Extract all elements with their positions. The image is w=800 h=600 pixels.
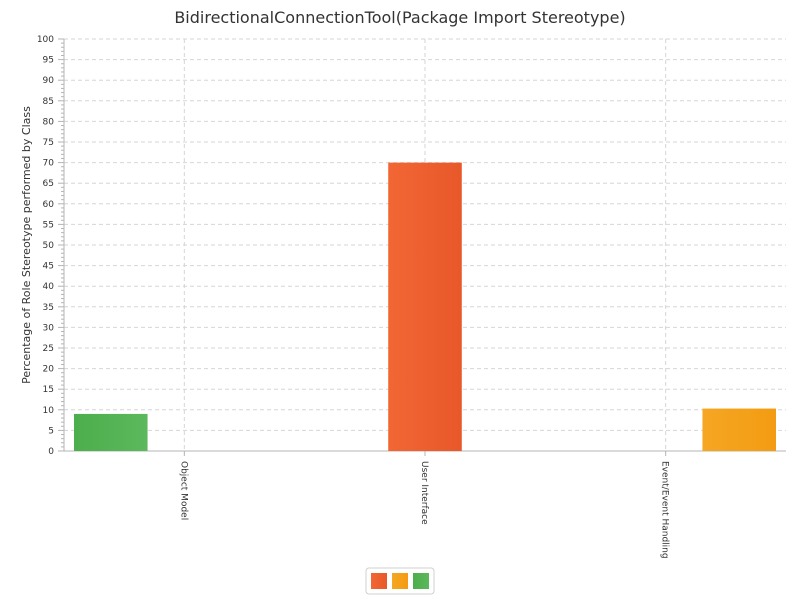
x-tick-label: User Interface bbox=[419, 461, 429, 525]
y-tick-label: 70 bbox=[43, 159, 55, 169]
y-tick-label: 35 bbox=[43, 303, 54, 313]
y-tick-label: 0 bbox=[48, 447, 54, 457]
y-tick-label: 80 bbox=[43, 117, 55, 127]
y-tick-label: 45 bbox=[43, 262, 54, 272]
y-tick-label: 5 bbox=[48, 426, 54, 436]
y-tick-label: 15 bbox=[43, 385, 54, 395]
y-tick-labels: 0 5 10 15 20 25 30 35 40 45 50 55 60 65 70 75 80 85 90 95 10… bbox=[37, 35, 54, 457]
y-axis-label: Percentage of Role Stereotype performed … bbox=[20, 106, 33, 384]
bar-user-interface bbox=[388, 162, 462, 451]
y-tick-label: 10 bbox=[43, 406, 55, 416]
y-tick-label: 95 bbox=[43, 56, 54, 66]
legend-swatch bbox=[392, 573, 408, 589]
y-tick-label: 100 bbox=[37, 35, 54, 45]
y-tick-label: 30 bbox=[43, 323, 55, 333]
y-tick-label: 60 bbox=[43, 200, 55, 210]
bar-event-event-handling bbox=[702, 408, 776, 451]
x-tick-labels: Object Model User Interface Event/Event Ha… bbox=[178, 461, 669, 559]
legend-swatch bbox=[371, 573, 387, 589]
legend-swatch bbox=[413, 573, 429, 589]
x-tick-label: Event/Event Handling bbox=[660, 461, 670, 559]
chart-title: BidirectionalConnectionTool(Package Impo… bbox=[174, 8, 625, 27]
bar-object-model bbox=[74, 413, 148, 451]
bars bbox=[74, 162, 776, 451]
y-tick-label: 55 bbox=[43, 220, 54, 230]
y-tick-label: 20 bbox=[43, 365, 55, 375]
y-tick-label: 90 bbox=[43, 76, 55, 86]
y-tick-label: 50 bbox=[43, 241, 55, 251]
legend bbox=[365, 567, 435, 595]
x-tick-label: Object Model bbox=[178, 461, 188, 520]
y-tick-label: 40 bbox=[43, 282, 55, 292]
y-tick-label: 85 bbox=[43, 97, 54, 107]
y-tick-label: 75 bbox=[43, 138, 54, 148]
y-tick-label: 25 bbox=[43, 344, 54, 354]
y-tick-label: 65 bbox=[43, 179, 54, 189]
